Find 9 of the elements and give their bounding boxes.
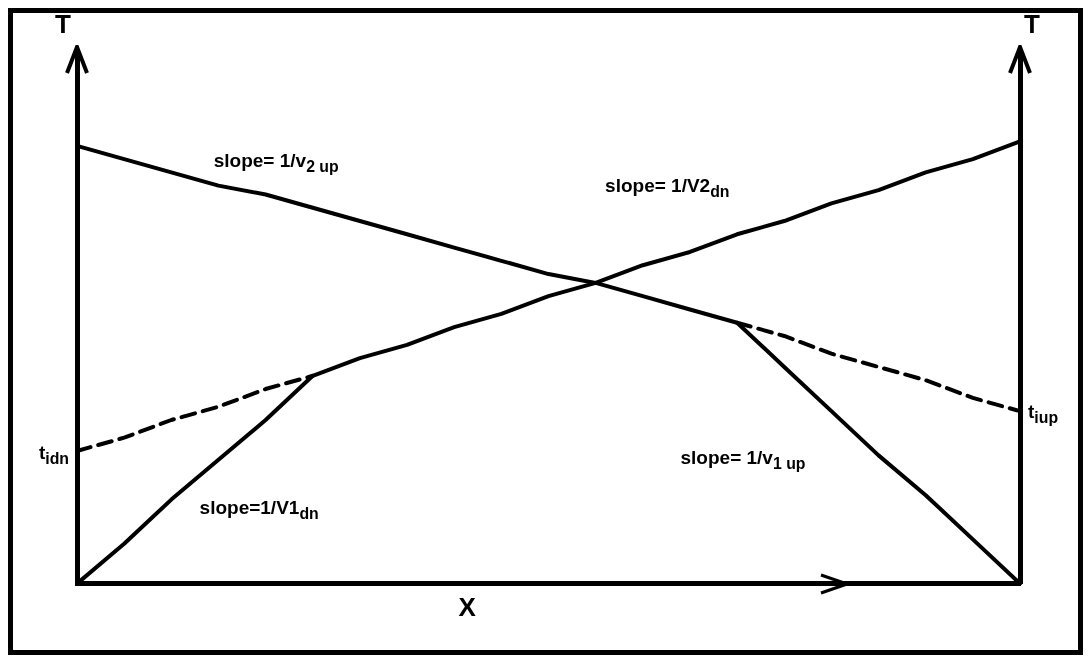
annotation: slope= 1/v$_{1 up}$ <box>680 447 806 474</box>
annotation: slope= 1/v$_{2 up}$ <box>213 149 339 177</box>
text: t$_{idn}$ <box>38 442 69 469</box>
y2-axis-title: T <box>1024 9 1040 39</box>
y-axis-title: T <box>55 9 71 39</box>
x-axis-title: X <box>458 591 476 622</box>
annotation: slope= 1/V2$_{dn}$ <box>605 174 730 202</box>
text: t$_{iup}$ <box>1028 401 1059 428</box>
annotation: slope=1/V1$_{dn}$ <box>199 497 319 525</box>
